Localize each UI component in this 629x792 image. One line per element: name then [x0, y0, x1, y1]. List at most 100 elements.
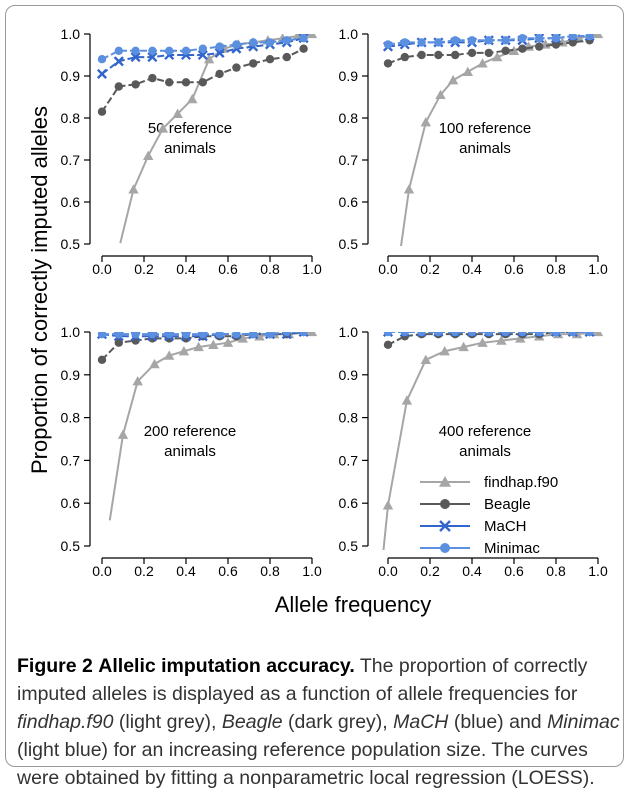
circle-marker: [249, 59, 258, 68]
circle-marker: [97, 55, 107, 64]
panel-annotation: animals: [459, 443, 511, 460]
y-tick-label: 0.8: [339, 110, 359, 126]
caption-run: (dark grey),: [282, 711, 394, 733]
imputation-accuracy-chart: 0.5 0.6 0.7 0.8 0.9 1.0 0.0 0.2 0.4 0.6 0.8 1.0 50 r…: [27, 26, 608, 617]
circle-marker: [451, 332, 460, 337]
triangle-marker: [222, 337, 234, 347]
series-group: [96, 332, 318, 521]
panel-annotation: 400 reference: [439, 423, 532, 440]
circle-marker: [417, 50, 426, 60]
y-tick-label: 0.7: [339, 452, 359, 468]
y-tick-label: 1.0: [61, 324, 81, 340]
circle-marker: [383, 340, 393, 350]
triangle-marker: [403, 184, 415, 194]
triangle-marker: [515, 333, 526, 343]
circle-marker: [434, 50, 443, 60]
y-tick-label: 0.5: [339, 236, 359, 252]
circle-marker: [551, 34, 561, 43]
circle-marker: [181, 332, 191, 339]
y-tick-label: 1.0: [339, 26, 359, 42]
circle-marker: [568, 34, 577, 41]
circle-marker: [440, 543, 450, 553]
series-line-findhap-f90: [400, 34, 599, 246]
x-tick-label: 1.0: [588, 261, 608, 277]
circle-marker: [148, 332, 157, 339]
triangle-marker: [458, 341, 469, 352]
circle-marker: [165, 332, 174, 339]
series-group: [96, 34, 318, 244]
circle-marker: [131, 80, 140, 89]
panel-2: 0.5 0.6 0.7 0.8 0.9 1.0 0.0 0.2 0.4 0.6 0.8 1.0 100 …: [339, 26, 608, 277]
x-tick-label: 0.4: [462, 563, 482, 579]
circle-marker: [97, 355, 107, 365]
circle-marker: [417, 332, 426, 337]
legend-label: findhap.f90: [484, 474, 558, 491]
triangle-marker: [439, 476, 451, 487]
triangle-marker: [306, 332, 318, 337]
triangle-marker: [164, 350, 175, 360]
triangle-marker: [492, 51, 503, 62]
triangle-marker: [128, 184, 139, 194]
circle-marker: [535, 34, 544, 43]
triangle-marker: [592, 34, 604, 39]
y-tick-label: 1.0: [61, 26, 81, 42]
circle-marker: [131, 46, 140, 55]
series-group: [382, 332, 604, 550]
triangle-marker: [462, 66, 473, 76]
triangle-marker: [208, 339, 219, 349]
triangle-marker: [172, 108, 183, 118]
triangle-marker: [237, 333, 248, 343]
circle-marker: [232, 63, 241, 72]
caption-run: (light grey),: [113, 711, 222, 733]
y-tick-label: 0.6: [339, 194, 359, 210]
circle-marker: [198, 332, 207, 339]
circle-marker: [417, 38, 426, 47]
x-tick-label: 0.8: [546, 261, 566, 277]
circle-marker: [383, 332, 393, 337]
caption-run: (blue) and: [448, 711, 548, 733]
x-tick-label: 1.0: [302, 261, 322, 277]
triangle-marker: [306, 34, 318, 39]
x-tick-label: 0.2: [134, 563, 154, 579]
y-tick-label: 0.6: [61, 194, 81, 210]
circle-marker: [568, 332, 577, 337]
x-tick-label: 0.0: [92, 261, 112, 277]
x-tick-label: 0.8: [260, 261, 280, 277]
caption-run: Beagle: [221, 711, 283, 733]
y-tick-label: 0.7: [61, 152, 81, 168]
circle-marker: [434, 332, 443, 337]
triangle-marker: [157, 123, 169, 133]
circle-marker: [467, 332, 477, 337]
circle-marker: [484, 36, 493, 45]
y-tick-label: 0.7: [339, 152, 359, 168]
y-tick-label: 0.8: [61, 110, 81, 126]
x-marker: [197, 49, 208, 61]
panel-annotation: 100 reference: [439, 120, 532, 137]
x-marker: [439, 520, 451, 532]
x-axis-label: Allele frequency: [275, 592, 432, 617]
y-tick-label: 0.7: [61, 452, 81, 468]
circle-marker: [434, 38, 443, 47]
triangle-marker: [143, 150, 154, 160]
panel-1: 0.5 0.6 0.7 0.8 0.9 1.0 0.0 0.2 0.4 0.6 0.8 1.0 50 r…: [61, 26, 322, 277]
panel-annotation: 200 reference: [144, 423, 237, 440]
circle-marker: [232, 332, 241, 339]
circle-marker: [181, 78, 191, 87]
circle-marker: [215, 69, 224, 79]
circle-marker: [400, 332, 409, 337]
circle-marker: [383, 59, 393, 68]
circle-marker: [383, 40, 393, 49]
circle-marker: [165, 78, 174, 87]
circle-marker: [97, 107, 107, 116]
circle-marker: [114, 82, 124, 91]
y-tick-label: 0.5: [339, 538, 359, 554]
legend-label: Minimac: [484, 540, 540, 557]
panel-4: 0.5 0.6 0.7 0.8 0.9 1.0 0.0 0.2 0.4 0.6 0.8 1.0 400 …: [339, 324, 608, 579]
circle-marker: [282, 332, 291, 337]
circle-marker: [551, 332, 561, 337]
circle-marker: [232, 40, 241, 49]
circle-marker: [148, 46, 157, 55]
triangle-marker: [193, 341, 204, 352]
y-tick-label: 0.5: [61, 538, 81, 554]
triangle-marker: [187, 93, 198, 104]
